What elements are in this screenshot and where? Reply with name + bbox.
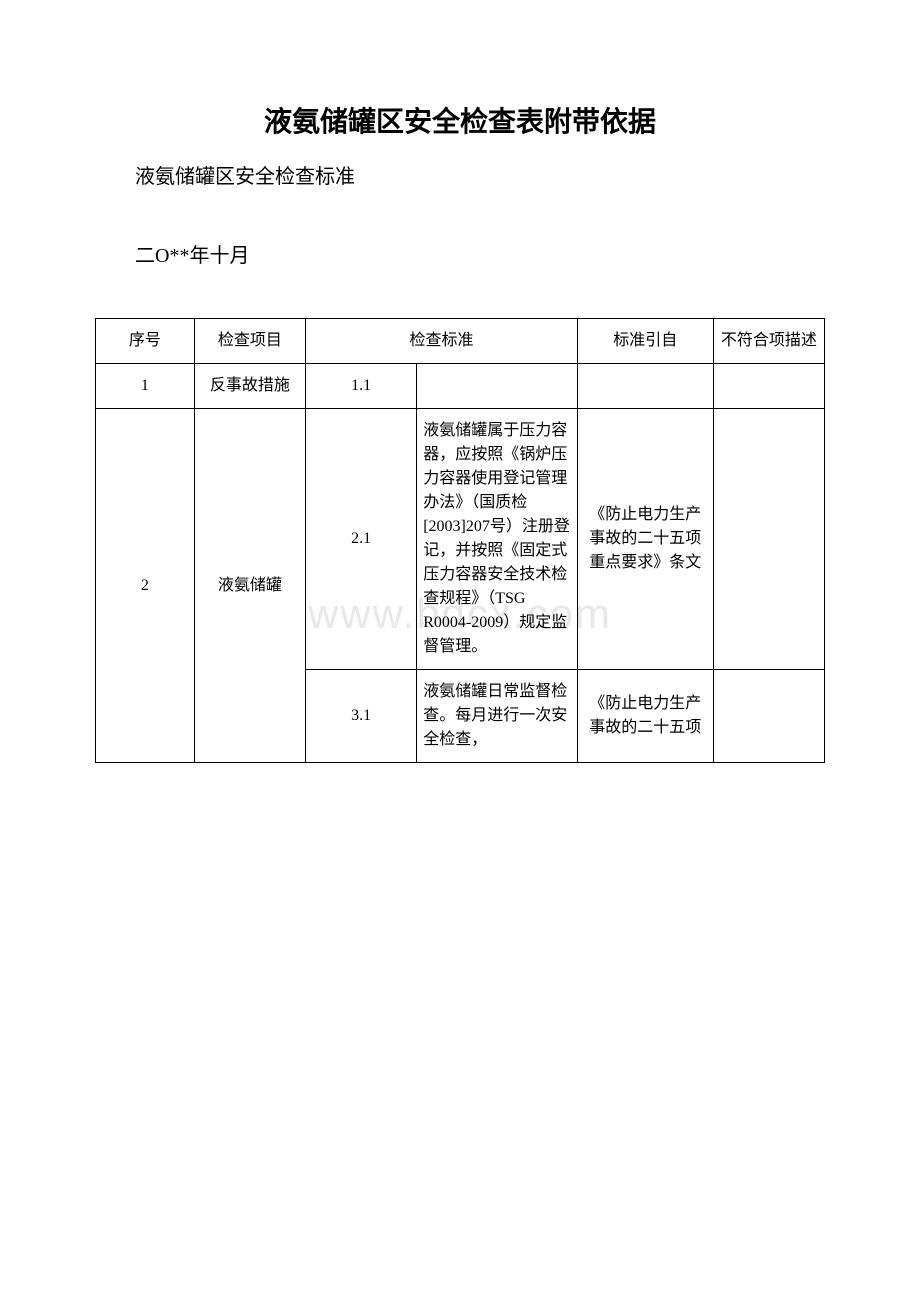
table-row: 2 液氨储罐 2.1 液氨储罐属于压力容器，应按照《锅炉压力容器使用登记管理办法… <box>96 409 825 670</box>
cell-nonconf <box>713 409 824 670</box>
cell-std-text: 液氨储罐日常监督检查。每月进行一次安全检查， <box>417 670 578 763</box>
cell-std-text: 液氨储罐属于压力容器，应按照《锅炉压力容器使用登记管理办法》（国质检[2003]… <box>417 409 578 670</box>
cell-std-num: 1.1 <box>306 364 417 409</box>
cell-std-num: 2.1 <box>306 409 417 670</box>
cell-seq: 2 <box>96 409 195 763</box>
table-header-row: 序号 检查项目 检查标准 标准引自 不符合项描述 <box>96 319 825 364</box>
cell-item: 液氨储罐 <box>194 409 305 763</box>
cell-std-text <box>417 364 578 409</box>
safety-check-table: 序号 检查项目 检查标准 标准引自 不符合项描述 1 反事故措施 1.1 2 液… <box>95 318 825 763</box>
cell-ref <box>577 364 713 409</box>
cell-std-num: 3.1 <box>306 670 417 763</box>
date-line: 二O**年十月 <box>95 239 825 268</box>
header-item: 检查项目 <box>194 319 305 364</box>
subtitle: 液氨储罐区安全检查标准 <box>95 160 825 189</box>
header-reference: 标准引自 <box>577 319 713 364</box>
page-title: 液氨储罐区安全检查表附带依据 <box>95 100 825 140</box>
header-nonconformance: 不符合项描述 <box>713 319 824 364</box>
cell-ref: 《防止电力生产事故的二十五项重点要求》条文 <box>577 409 713 670</box>
header-standard: 检查标准 <box>306 319 578 364</box>
table-row: 1 反事故措施 1.1 <box>96 364 825 409</box>
document-content: 液氨储罐区安全检查表附带依据 液氨储罐区安全检查标准 二O**年十月 序号 检查… <box>95 100 825 763</box>
cell-ref: 《防止电力生产事故的二十五项 <box>577 670 713 763</box>
cell-seq: 1 <box>96 364 195 409</box>
cell-nonconf <box>713 670 824 763</box>
header-seq: 序号 <box>96 319 195 364</box>
cell-nonconf <box>713 364 824 409</box>
cell-item: 反事故措施 <box>194 364 305 409</box>
